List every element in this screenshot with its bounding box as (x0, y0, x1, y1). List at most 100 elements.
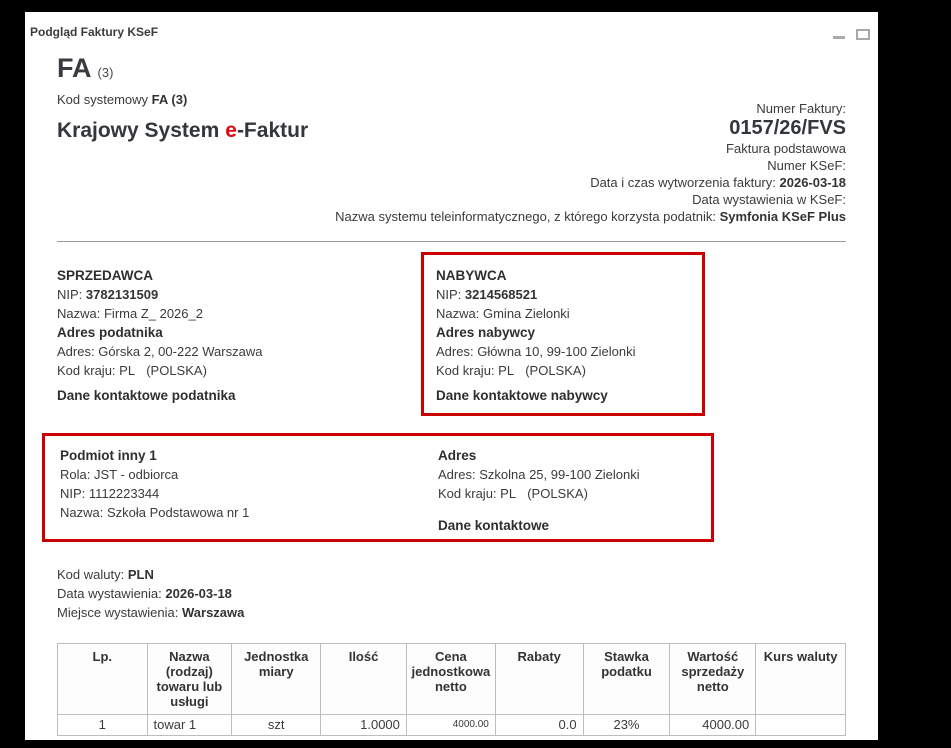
issue-date-label: Data wystawienia: (57, 586, 162, 601)
other-party-address-line: Adres: Szkolna 25, 99-100 Zielonki (438, 465, 701, 484)
other-party-highlight-box: Podmiot inny 1 Rola: JST - odbiorca NIP:… (42, 433, 714, 542)
seller-name-value: Firma Z_ 2026_2 (103, 306, 203, 321)
other-party-nip-value: 1112223344 (88, 486, 160, 501)
other-party-address-label: Adres: (438, 467, 476, 482)
other-party-country-code: PL (500, 486, 516, 501)
issue-place-line: Miejsce wystawienia: Warszawa (57, 603, 846, 622)
buyer-heading: NABYWCA (436, 268, 507, 283)
window-controls (833, 29, 870, 40)
other-party-role-value: JST - odbiorca (93, 467, 179, 482)
form-code-text: FA (57, 53, 92, 83)
form-identification: FA (3) Kod systemowy FA (3) Krajowy Syste… (57, 53, 308, 144)
ksef-issue-date-label: Data wystawienia w KSeF: (692, 192, 846, 207)
system-code-label: Kod systemowy (57, 92, 149, 107)
col-header-kurs: Kurs waluty (755, 643, 846, 715)
maximize-icon[interactable] (856, 29, 870, 40)
other-party-address-heading: Adres (438, 448, 477, 463)
buyer-contact-heading: Dane kontaktowe nabywcy (436, 388, 608, 403)
other-party-role-line: Rola: JST - odbiorca (60, 465, 438, 484)
invoice-preview-window: Podgląd Faktury KSeF FA (3) Kod systemowy… (25, 12, 878, 740)
currency-line: Kod waluty: PLN (57, 565, 846, 584)
buyer-nip-line: NIP: 3214568521 (436, 285, 690, 304)
col-header-jednostka: Jednostka miary (231, 643, 322, 715)
cell-rabaty: 0.0 (494, 714, 584, 736)
header-divider (57, 241, 846, 242)
form-code: FA (3) (57, 53, 308, 88)
other-party-address-value: Szkolna 25, 99-100 Zielonki (479, 467, 640, 482)
brand-e-accent: e (225, 119, 237, 142)
invoice-number-label: Numer Faktury: (756, 101, 846, 116)
other-party-name-line: Nazwa: Szkoła Podstawowa nr 1 (60, 503, 438, 522)
other-party-country-name: (POLSKA) (527, 486, 588, 501)
other-party-nip-line: NIP: 1112223344 (60, 484, 438, 503)
items-header-row: Lp. Nazwa (rodzaj) towaru lub usługi Jed… (57, 643, 846, 715)
ksef-number-label: Numer KSeF: (767, 158, 846, 173)
software-line: Nazwa systemu teleinformatycznego, z któ… (335, 208, 846, 225)
buyer-address-value: Główna 10, 99-100 Zielonki (477, 344, 636, 359)
cell-nazwa: towar 1 (146, 714, 233, 736)
cell-wartosc: 4000.00 (669, 714, 757, 736)
currency-label: Kod waluty: (57, 567, 125, 582)
cell-kurs (755, 714, 846, 736)
other-party-country-line: Kod kraju: PL (POLSKA) (438, 484, 701, 503)
invoice-type: Faktura podstawowa (726, 141, 846, 156)
issue-place-label: Miejsce wystawienia: (57, 605, 179, 620)
other-party-contact-heading: Dane kontaktowe (438, 518, 550, 533)
issue-date-value: 2026-03-18 (165, 586, 232, 601)
buyer-country-name: (POLSKA) (525, 363, 586, 378)
other-party-heading: Podmiot inny 1 (60, 448, 157, 463)
system-code-line: Kod systemowy FA (3) (57, 90, 308, 109)
seller-country-label: Kod kraju: (57, 363, 116, 378)
issue-date-line: Data wystawienia: 2026-03-18 (57, 584, 846, 603)
invoice-info-block: Kod waluty: PLN Data wystawienia: 2026-0… (57, 565, 846, 622)
seller-country-name: (POLSKA) (146, 363, 207, 378)
seller-nip-label: NIP: (57, 287, 83, 302)
buyer-nip-value: 3214568521 (464, 287, 538, 302)
other-party-block: Podmiot inny 1 Rola: JST - odbiorca NIP:… (60, 446, 438, 535)
buyer-country-line: Kod kraju: PL (POLSKA) (436, 361, 690, 380)
created-label: Data i czas wytworzenia faktury: (590, 175, 776, 190)
system-code-value: FA (3) (151, 92, 188, 107)
table-row: 1 towar 1 szt 1.0000 4000.00 0.0 23% 400… (57, 714, 846, 736)
other-party-role-label: Rola: (60, 467, 91, 482)
seller-address-heading: Adres podatnika (57, 325, 163, 340)
invoice-meta: Numer Faktury: 0157/26/FVS Faktura podst… (335, 100, 846, 225)
buyer-name-label: Nazwa: (436, 306, 480, 321)
cell-jednostka: szt (231, 714, 322, 736)
buyer-address-label: Adres: (436, 344, 474, 359)
col-header-lp: Lp. (57, 643, 148, 715)
cell-ilosc: 1.0000 (320, 714, 407, 736)
buyer-country-label: Kod kraju: (436, 363, 495, 378)
buyer-address-line: Adres: Główna 10, 99-100 Zielonki (436, 342, 690, 361)
cell-stawka: 23% (582, 714, 671, 736)
created-date: 2026-03-18 (779, 175, 847, 190)
col-header-cena: Cena jednostkowa netto (405, 643, 496, 715)
minimize-icon[interactable] (833, 36, 845, 39)
titlebar: Podgląd Faktury KSeF (25, 12, 878, 42)
col-header-nazwa: Nazwa (rodzaj) towaru lub usługi (146, 643, 233, 715)
col-header-rabaty: Rabaty (494, 643, 584, 715)
seller-heading: SPRZEDAWCA (57, 268, 154, 283)
buyer-country-code: PL (498, 363, 514, 378)
other-party-address-block: Adres Adres: Szkolna 25, 99-100 Zielonki… (438, 446, 701, 535)
cell-lp: 1 (57, 714, 148, 736)
seller-country-line: Kod kraju: PL (POLSKA) (57, 361, 421, 380)
invoice-document: FA (3) Kod systemowy FA (3) Krajowy Syste… (25, 42, 878, 736)
software-name: Symfonia KSeF Plus (719, 209, 846, 224)
other-party-country-label: Kod kraju: (438, 486, 497, 501)
other-party-nip-label: NIP: (60, 486, 86, 501)
brand-suffix: -Faktur (236, 119, 309, 142)
cell-cena: 4000.00 (405, 714, 496, 736)
buyer-name-line: Nazwa: Gmina Zielonki (436, 304, 690, 323)
seller-nip-value: 3782131509 (85, 287, 159, 302)
seller-country-code: PL (119, 363, 135, 378)
buyer-address-heading: Adres nabywcy (436, 325, 536, 340)
buyer-nip-label: NIP: (436, 287, 462, 302)
software-label: Nazwa systemu teleinformatycznego, z któ… (335, 209, 716, 224)
seller-address-label: Adres: (57, 344, 95, 359)
items-table: Lp. Nazwa (rodzaj) towaru lub usługi Jed… (57, 643, 846, 736)
seller-address-line: Adres: Górska 2, 00-222 Warszawa (57, 342, 421, 361)
seller-contact-heading: Dane kontaktowe podatnika (57, 388, 236, 403)
document-header: FA (3) Kod systemowy FA (3) Krajowy Syste… (57, 53, 846, 225)
